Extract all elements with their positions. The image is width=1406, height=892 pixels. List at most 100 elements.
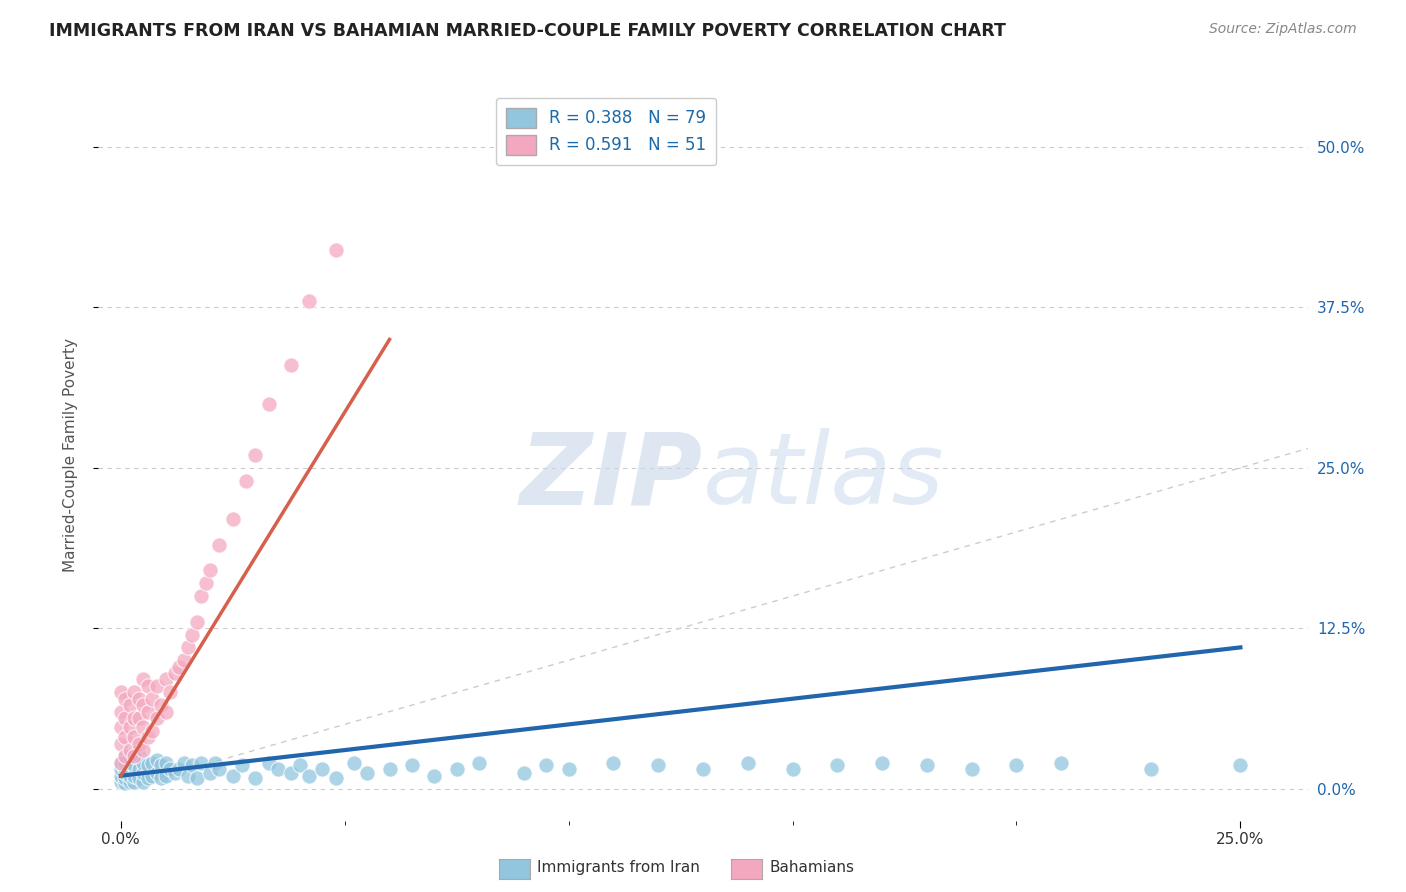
Point <box>200 563 222 577</box>
Text: Bahamians: Bahamians <box>769 860 853 874</box>
Point <box>110 769 132 783</box>
Text: IMMIGRANTS FROM IRAN VS BAHAMIAN MARRIED-COUPLE FAMILY POVERTY CORRELATION CHART: IMMIGRANTS FROM IRAN VS BAHAMIAN MARRIED… <box>49 22 1007 40</box>
Point <box>141 756 163 770</box>
Point <box>128 691 150 706</box>
Point <box>257 756 280 770</box>
Point <box>163 766 186 780</box>
Point <box>132 720 155 734</box>
Point <box>132 698 155 713</box>
Point <box>122 769 145 783</box>
Point <box>145 753 167 767</box>
Point <box>782 762 804 776</box>
Point <box>181 758 204 772</box>
Point <box>915 758 938 772</box>
Point <box>257 396 280 410</box>
Point <box>647 758 669 772</box>
Point <box>159 685 181 699</box>
Point <box>173 653 195 667</box>
Point <box>298 293 321 308</box>
Point <box>177 769 200 783</box>
Point <box>167 762 190 776</box>
Point <box>114 772 136 786</box>
Point <box>737 756 759 770</box>
Point <box>557 762 579 776</box>
Point <box>186 615 208 629</box>
Point <box>692 762 714 776</box>
Point <box>118 762 141 776</box>
Point <box>870 756 893 770</box>
Point <box>145 711 167 725</box>
Point <box>110 762 132 776</box>
Point <box>122 775 145 789</box>
Point <box>141 769 163 783</box>
Point <box>114 711 136 725</box>
Point <box>118 749 141 764</box>
Point <box>114 749 136 764</box>
Point <box>114 730 136 744</box>
Point <box>235 474 257 488</box>
Point <box>114 776 136 790</box>
Point <box>222 512 245 526</box>
Point <box>122 685 145 699</box>
Point <box>114 761 136 775</box>
Point <box>128 772 150 786</box>
Point <box>150 758 173 772</box>
Point <box>128 749 150 764</box>
Point <box>423 769 446 783</box>
Point <box>280 358 302 372</box>
Point <box>110 756 132 770</box>
Point <box>118 698 141 713</box>
Point <box>132 673 155 687</box>
Point <box>136 730 159 744</box>
Point <box>243 448 266 462</box>
Point <box>343 756 366 770</box>
Point <box>122 711 145 725</box>
Point <box>132 756 155 770</box>
Point <box>325 243 347 257</box>
Point <box>110 685 132 699</box>
Point <box>186 772 208 786</box>
Point <box>288 758 311 772</box>
Point <box>401 758 423 772</box>
Point <box>298 769 321 783</box>
Point <box>122 758 145 772</box>
Point <box>118 720 141 734</box>
Point <box>155 769 177 783</box>
Point <box>155 673 177 687</box>
Point <box>1005 758 1028 772</box>
Text: Source: ZipAtlas.com: Source: ZipAtlas.com <box>1209 22 1357 37</box>
Point <box>114 766 136 780</box>
Point <box>536 758 558 772</box>
Point <box>311 762 333 776</box>
Point <box>827 758 849 772</box>
Point <box>208 538 231 552</box>
Point <box>122 749 145 764</box>
Point <box>145 679 167 693</box>
Point <box>110 705 132 719</box>
Point <box>118 743 141 757</box>
Point <box>204 756 226 770</box>
Point <box>136 705 159 719</box>
Point <box>378 762 401 776</box>
Point <box>155 756 177 770</box>
Point <box>141 723 163 738</box>
Point <box>118 775 141 789</box>
Point <box>177 640 200 655</box>
Point <box>128 762 150 776</box>
Point <box>280 766 302 780</box>
Point <box>167 659 190 673</box>
Point <box>132 775 155 789</box>
Point <box>194 576 217 591</box>
Point <box>128 711 150 725</box>
Point <box>200 766 222 780</box>
Point <box>155 705 177 719</box>
Point <box>110 756 132 770</box>
Point <box>122 730 145 744</box>
Point <box>513 766 536 780</box>
Legend: R = 0.388   N = 79, R = 0.591   N = 51: R = 0.388 N = 79, R = 0.591 N = 51 <box>496 97 717 165</box>
Point <box>118 769 141 783</box>
Text: atlas: atlas <box>703 428 945 525</box>
Point <box>602 756 624 770</box>
Point <box>132 766 155 780</box>
Point <box>222 769 245 783</box>
